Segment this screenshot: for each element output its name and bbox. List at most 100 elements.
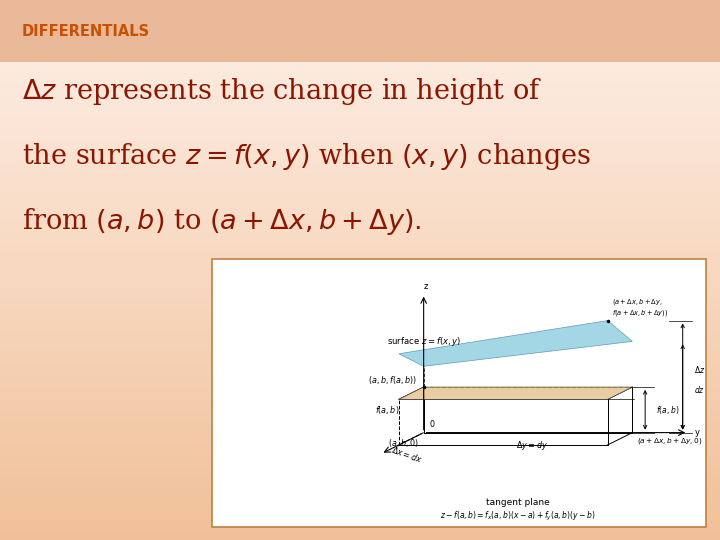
Bar [0,302,720,304]
Bar [0,239,720,241]
Bar [0,120,720,123]
Bar [0,522,720,524]
Bar [0,228,720,231]
Bar [0,150,720,151]
Bar [0,4,720,5]
Bar [0,76,720,77]
Bar [0,430,720,432]
Bar [0,236,720,238]
Bar [0,34,720,36]
Text: y: y [695,428,700,437]
Bar [0,66,720,69]
Bar [0,205,720,207]
Bar [0,285,720,286]
Bar [0,401,720,403]
Bar [0,351,720,353]
Bar [0,464,720,466]
Bar [0,342,720,344]
Bar [0,69,720,70]
Bar [0,383,720,385]
Bar [0,398,720,400]
Bar [0,63,720,65]
Text: z: z [423,282,428,291]
Bar [0,45,720,47]
Bar [0,16,720,18]
Bar [0,113,720,115]
Bar [0,490,720,491]
Bar [0,263,720,265]
Bar [0,268,720,270]
Bar [0,131,720,133]
Bar [0,126,720,128]
Bar [0,189,720,191]
Bar [0,513,720,515]
Bar [0,362,720,363]
Bar [0,171,720,173]
Bar [0,517,720,518]
Bar [0,498,720,501]
Bar [0,455,720,457]
Bar [0,5,720,7]
Bar [0,518,720,520]
Bar [0,93,720,96]
Bar [0,491,720,493]
Bar [0,184,720,185]
Bar [0,238,720,239]
Bar [0,390,720,393]
Bar [0,382,720,383]
Bar [0,212,720,214]
Text: $(a+\Delta x, b+\Delta y,$
$f(a+\Delta x, b+\Delta y))$: $(a+\Delta x, b+\Delta y,$ $f(a+\Delta x… [612,297,668,318]
Bar [0,274,720,275]
Bar [0,191,720,193]
Bar [0,74,720,76]
Bar [0,506,720,508]
Bar [0,412,720,414]
Bar [0,90,720,92]
Text: $f(a, b)$: $f(a, b)$ [375,404,400,416]
Bar [0,137,720,139]
Text: $(a, b, f(a, b))$: $(a, b, f(a, b))$ [368,374,417,386]
Bar [0,288,720,290]
Bar [0,468,720,470]
Bar [0,218,720,220]
Bar [0,366,720,367]
Bar [0,536,720,538]
Bar [0,471,720,474]
Bar [0,524,720,525]
Bar [0,319,720,320]
Bar [0,221,720,223]
Bar [0,133,720,135]
Bar [0,110,720,112]
Bar [0,380,720,382]
Bar [0,470,720,471]
Bar [0,461,720,463]
Bar [0,32,720,34]
Bar [0,297,720,299]
Bar [0,11,720,12]
Bar [0,174,720,177]
Bar [0,275,720,277]
Bar [0,220,720,221]
Bar [0,266,720,268]
Bar [0,201,720,204]
Bar [0,151,720,153]
Bar [0,336,720,339]
Bar [0,15,720,16]
Bar [0,502,720,504]
Bar [0,261,720,263]
Bar [0,225,720,227]
Bar [0,447,720,448]
Bar [0,216,720,218]
Bar [0,486,720,488]
Bar [0,12,720,15]
Text: surface $z = f(x, y)$: surface $z = f(x, y)$ [387,335,462,348]
Bar [0,448,720,450]
Text: $\Delta y = dy$: $\Delta y = dy$ [516,438,549,451]
Text: $0$: $0$ [429,418,436,429]
Bar [0,58,720,59]
Bar [0,322,720,324]
Bar [0,525,720,528]
Bar [0,328,720,329]
Text: $\Delta z$ represents the change in height of: $\Delta z$ represents the change in heig… [22,76,542,107]
Bar [0,531,720,533]
